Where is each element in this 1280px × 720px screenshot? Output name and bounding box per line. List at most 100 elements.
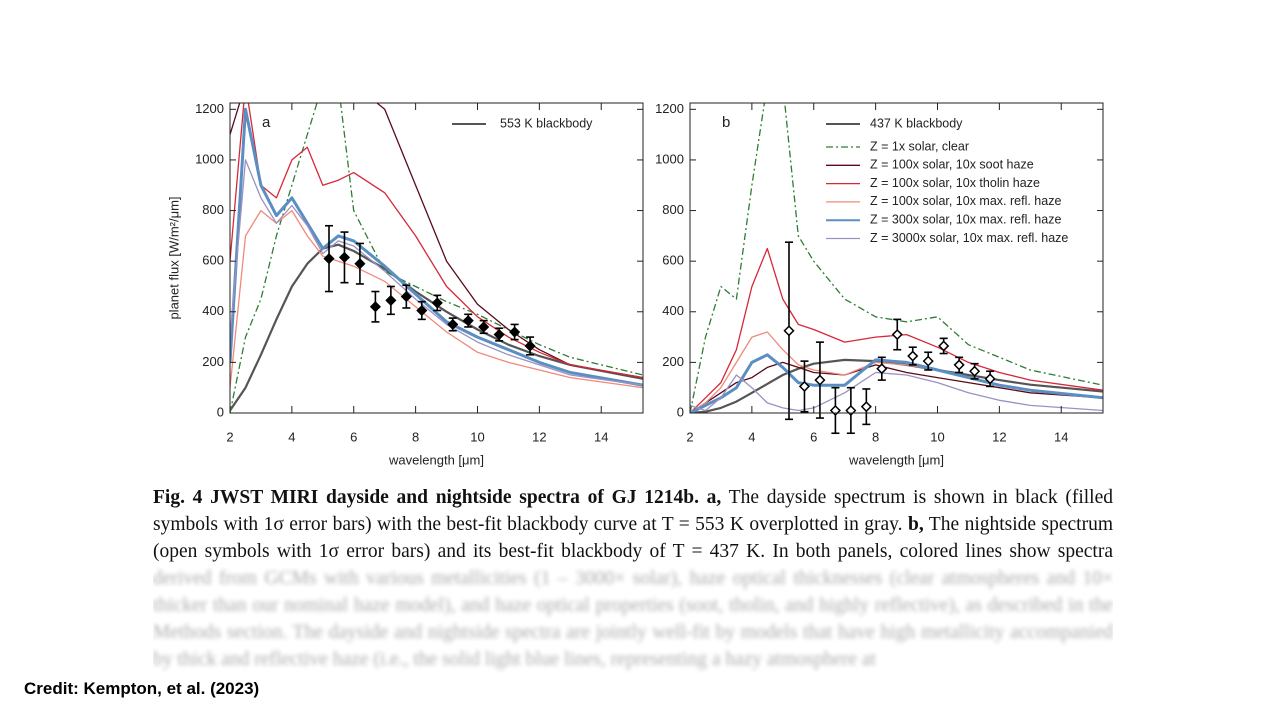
marker [354,258,366,270]
marker [385,294,397,306]
marker [876,363,888,375]
caption-segment: The nightside spectrum (open symbols wit… [153,514,1113,562]
caption-segment: The dayside spectrum is shown in black (… [153,487,1113,535]
series-line [230,243,643,412]
marker [338,251,351,263]
data-point [354,242,366,285]
data-point [369,290,381,323]
data-point [860,388,872,426]
y-tick-label: 0 [677,404,684,419]
x-tick-label: 6 [810,429,817,444]
data-point [922,351,934,371]
series-line [690,247,1103,413]
data-point [891,318,903,351]
data-point [876,356,888,381]
y-tick-label: 1200 [195,101,224,116]
marker [984,373,996,385]
marker [493,328,505,341]
marker [798,380,811,392]
data-point [845,386,857,435]
x-tick-label: 8 [412,429,419,444]
data-point [798,360,811,413]
legend-label: 553 K blackbody [500,116,593,130]
marker [938,340,950,352]
figure: 0 200 400 600 800 1000 1200 2 4 6 8 10 12 14 wavelengt… [166,101,1104,467]
caption-segment: b, [907,514,924,535]
marker [416,304,428,317]
x-tick-label: 10 [930,429,944,444]
marker [462,315,474,327]
marker [907,350,919,362]
y-tick-label: 800 [202,202,224,217]
x-axis-label: wavelength [μm] [388,452,484,467]
data-point [907,346,919,366]
x-tick-label: 6 [350,429,357,444]
data-point [524,336,536,356]
marker [369,301,381,313]
panel-label: b [722,114,730,131]
legend-label: Z = 100x solar, 10x soot haze [870,158,1034,172]
legend-label: Z = 100x solar, 10x tholin haze [870,176,1040,190]
data-point [447,317,459,332]
panel-label: a [262,114,271,131]
x-tick-label: 4 [748,429,755,444]
marker [953,359,965,371]
y-tick-label: 200 [202,354,224,369]
x-tick-label: 2 [226,429,233,444]
plot-frame [229,102,644,414]
series-line [690,358,1103,413]
y-tick-label: 0 [217,404,224,419]
series-line [230,103,643,379]
marker [509,326,521,338]
y-tick-label: 400 [662,303,684,318]
data-point [953,356,965,374]
x-tick-label: 2 [686,429,693,444]
plot-area [230,103,643,413]
series-line [690,353,1103,413]
series-line [230,209,643,389]
x-tick-label: 14 [1054,429,1068,444]
y-tick-label: 400 [202,303,224,318]
marker [891,328,903,341]
x-tick-label: 8 [872,429,879,444]
y-tick-label: 1200 [655,101,684,116]
marker [783,325,795,337]
x-axis-label: wavelength [μm] [848,452,944,467]
marker [447,318,459,330]
marker [323,253,335,265]
series-line [230,103,643,379]
data-point [416,300,428,321]
data-point [509,323,521,341]
data-point [984,370,996,388]
plot-area [690,103,1103,413]
caption: Fig. 4 JWST MIRI dayside and nightside s… [153,484,1113,720]
x-tick-label: 12 [992,429,1006,444]
legend-label: Z = 1x solar, clear [870,139,969,153]
y-axis-label: planet flux [W/m²/μm] [166,196,181,319]
marker [829,404,841,417]
marker [969,365,981,377]
data-point [938,337,950,355]
caption-faded: derived from GCMs with various metallici… [153,568,1113,670]
y-tick-label: 1000 [655,151,684,166]
data-point [462,313,474,328]
plot-frame [689,102,1104,414]
marker [814,374,826,386]
data-point [493,327,505,342]
legend-label: Z = 100x solar, 10x max. refl. haze [870,194,1061,208]
marker [478,321,490,333]
series-line [690,361,1103,413]
data-point [338,231,351,284]
x-tick-label: 4 [288,429,295,444]
marker [400,291,412,303]
x-tick-label: 14 [594,429,608,444]
marker [524,340,536,352]
data-point [431,294,443,312]
y-tick-label: 200 [662,354,684,369]
series-line [230,107,643,387]
marker [922,355,934,367]
marker [860,401,872,413]
data-point [783,241,795,421]
data-point [385,285,397,316]
